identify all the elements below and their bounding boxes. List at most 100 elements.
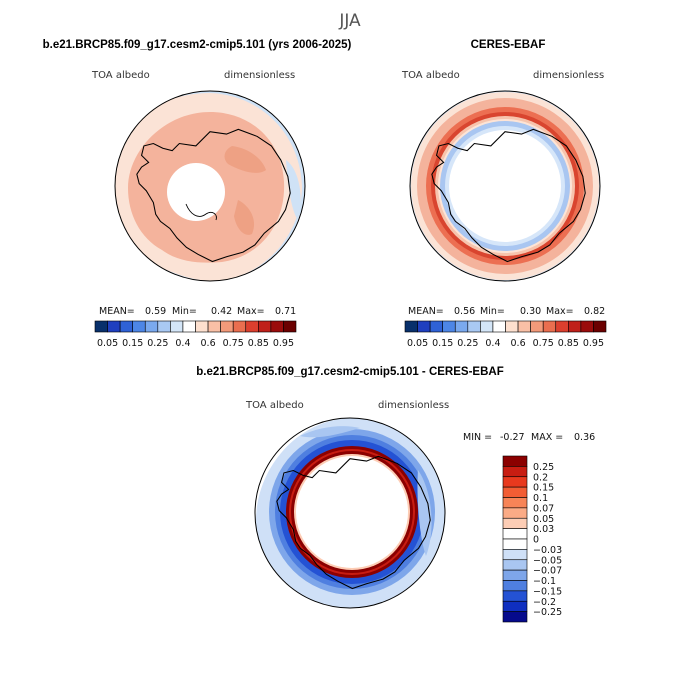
season-title: JJA <box>338 11 361 31</box>
colorbar-cell <box>480 320 494 333</box>
colorbar-cell <box>258 320 272 333</box>
colorbar-cell <box>502 590 528 602</box>
colorbar-tick-label: 0.07 <box>533 503 554 514</box>
colorbar-tick-label: 0.4 <box>175 338 190 349</box>
colorbar-cell <box>502 497 528 509</box>
max-label: Max= <box>546 306 574 317</box>
colorbar-cell <box>580 320 594 333</box>
map-right-lightblue-patch <box>417 470 432 556</box>
panel-diff-map <box>255 418 445 608</box>
colorbar-cell <box>207 320 221 333</box>
colorbar-tick-label: −0.1 <box>533 576 556 587</box>
panel-model: b.e21.BRCP85.f09_g17.cesm2-cmip5.101 (yr… <box>43 39 352 349</box>
colorbar-cell <box>542 320 557 333</box>
panel-obs-variable-label: TOA albedo <box>401 70 460 81</box>
colorbar-cell <box>502 517 528 529</box>
panel-model-stats: MEAN= 0.59 Min= 0.42 Max= 0.71 <box>99 306 296 317</box>
mean-label: MEAN= <box>99 306 135 317</box>
colorbar-cell <box>555 320 569 333</box>
panel-obs: CERES-EBAF TOA albedo dimensionless MEAN… <box>401 39 607 349</box>
colorbar-cell <box>182 320 196 333</box>
map-ice-interior <box>296 456 408 568</box>
colorbar-cell <box>245 320 259 333</box>
panel-obs-title: CERES-EBAF <box>471 39 546 51</box>
map-albedo-peak-region-2 <box>234 200 255 235</box>
colorbar-tick-label: −0.03 <box>533 545 562 556</box>
panel-model-colorbar: 0.05 0.15 0.25 0.4 0.6 0.75 0.85 0.95 <box>94 320 297 349</box>
colorbar-tick-label: −0.07 <box>533 566 562 577</box>
map-albedo-peak-region <box>224 146 266 173</box>
colorbar-tick-label: 0.6 <box>511 338 526 349</box>
mean-label: MEAN= <box>408 306 444 317</box>
colorbar-cell <box>283 320 297 333</box>
colorbar-tick-label: 0.15 <box>533 483 554 494</box>
panel-obs-map <box>410 91 600 281</box>
colorbar-cell <box>568 320 582 333</box>
colorbar-cell <box>505 320 519 333</box>
min-label: Min= <box>172 306 197 317</box>
colorbar-tick-label: −0.2 <box>533 597 556 608</box>
colorbar-tick-label: 0.05 <box>533 514 554 525</box>
colorbar-tick-label: −0.15 <box>533 586 562 597</box>
colorbar-cell <box>429 320 443 333</box>
min-value: 0.30 <box>520 306 541 317</box>
colorbar-cell <box>593 320 607 333</box>
colorbar-cell <box>170 320 184 333</box>
colorbar-cell <box>502 538 528 550</box>
colorbar-tick-label: 0.85 <box>558 338 579 349</box>
colorbar-tick-label: 0.03 <box>533 524 554 535</box>
min-label: Min= <box>480 306 505 317</box>
colorbar-tick-label: 0.85 <box>248 338 269 349</box>
colorbar-cell <box>157 320 171 333</box>
colorbar-cell <box>502 528 528 540</box>
colorbar-cell <box>502 600 528 612</box>
colorbar-cell <box>502 455 528 467</box>
colorbar-cell <box>417 320 431 333</box>
panel-diff-stats: MIN = -0.27 MAX = 0.36 <box>463 432 595 443</box>
colorbar-tick-label: 0.4 <box>485 338 500 349</box>
colorbar-tick-label: 0.05 <box>407 338 428 349</box>
colorbar-tick-label: 0 <box>533 535 539 546</box>
colorbar-cell <box>492 320 506 333</box>
colorbar-tick-label: 0.75 <box>533 338 554 349</box>
panel-model-units-label: dimensionless <box>224 70 295 81</box>
mean-value: 0.59 <box>145 306 166 317</box>
map-ice-interior <box>449 130 561 242</box>
panel-model-map <box>115 91 305 281</box>
colorbar-cell <box>442 320 456 333</box>
colorbar-cell <box>502 569 528 581</box>
colorbar-cell <box>107 320 121 333</box>
panel-obs-map-border <box>409 90 601 282</box>
colorbar-cell <box>502 486 528 498</box>
panel-diff-units-label: dimensionless <box>378 400 449 411</box>
map-top-lightblue-patch <box>300 426 360 438</box>
weddell-coast-detail <box>185 203 217 221</box>
max-value: 0.71 <box>275 306 296 317</box>
colorbar-cell <box>404 320 418 333</box>
panel-diff-variable-label: TOA albedo <box>245 400 304 411</box>
colorbar-cell <box>517 320 531 333</box>
colorbar-tick-label: 0.1 <box>533 493 548 504</box>
colorbar-cell <box>502 476 528 488</box>
colorbar-tick-label: 0.2 <box>533 472 548 483</box>
panel-diff-colorbar: 0.250.20.150.10.070.050.030−0.03−0.05−0.… <box>502 455 562 623</box>
panel-diff: b.e21.BRCP85.f09_g17.cesm2-cmip5.101 - C… <box>196 366 595 623</box>
panel-model-title: b.e21.BRCP85.f09_g17.cesm2-cmip5.101 (yr… <box>43 39 352 51</box>
panel-model-map-border <box>114 90 306 282</box>
mean-value: 0.56 <box>454 306 475 317</box>
colorbar-tick-label: 0.15 <box>122 338 143 349</box>
missing-data-hole <box>167 163 225 221</box>
colorbar-tick-label: 0.95 <box>583 338 604 349</box>
colorbar-cell <box>132 320 146 333</box>
colorbar-tick-label: 0.15 <box>432 338 453 349</box>
colorbar-cell <box>502 549 528 561</box>
colorbar-cell <box>454 320 469 333</box>
colorbar-cell <box>467 320 481 333</box>
colorbar-cell <box>530 320 544 333</box>
colorbar-cell <box>94 320 108 333</box>
min-value: 0.42 <box>211 306 232 317</box>
colorbar-cell <box>502 611 528 623</box>
panel-obs-colorbar: 0.05 0.15 0.25 0.4 0.6 0.75 0.85 0.95 <box>404 320 607 349</box>
colorbar-tick-label: 0.6 <box>201 338 216 349</box>
